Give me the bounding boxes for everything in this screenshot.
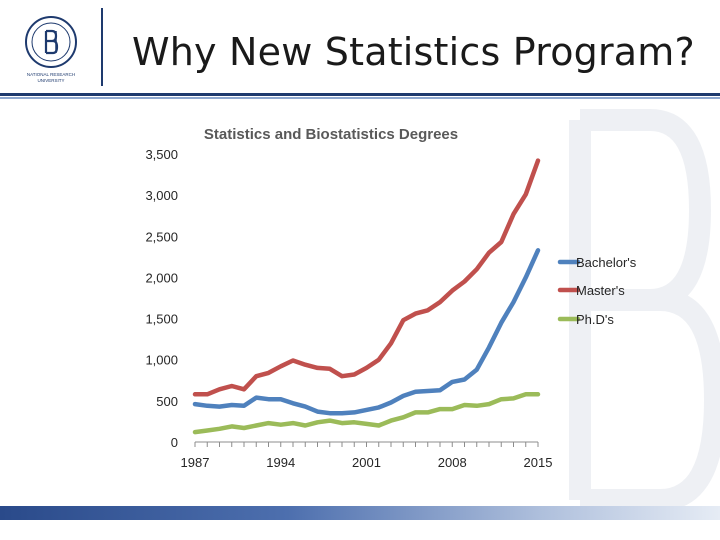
slide-header: NATIONAL RESEARCH UNIVERSITY Why New Sta… [0,0,720,96]
legend-label: Master's [576,283,625,298]
x-tick-label: 1994 [266,455,295,470]
degrees-line-chart: Statistics and Biostatistics Degrees 0 50… [145,126,637,470]
y-tick-label: 3,000 [145,188,178,203]
header-rule-light [0,97,720,99]
x-tick-label: 2015 [524,455,553,470]
watermark-logo [569,109,720,511]
chart-title: Statistics and Biostatistics Degrees [204,126,458,143]
y-tick-label: 500 [156,394,178,409]
logo-text-line1: NATIONAL RESEARCH [27,72,75,77]
logo-text-line2: UNIVERSITY [37,78,64,83]
footer-band [0,506,720,520]
legend-label: Ph.D's [576,312,614,327]
x-tick-label: 2008 [438,455,467,470]
header-rule [0,93,720,96]
x-tick-label: 2001 [352,455,381,470]
university-logo: NATIONAL RESEARCH UNIVERSITY [25,16,77,83]
y-tick-label: 1,500 [145,312,178,327]
series-line-1 [192,158,541,397]
legend-label: Bachelor's [576,255,637,270]
y-tick-label: 3,500 [145,147,178,162]
y-tick-label: 2,500 [145,229,178,244]
page-title: Why New Statistics Program? [132,30,695,74]
header-divider [101,8,103,86]
y-tick-label: 2,000 [145,270,178,285]
series-line-2 [192,392,541,435]
y-tick-label: 1,000 [145,353,178,368]
x-tick-label: 1987 [181,455,210,470]
y-tick-label: 0 [171,435,178,450]
series-line-0 [192,248,541,416]
